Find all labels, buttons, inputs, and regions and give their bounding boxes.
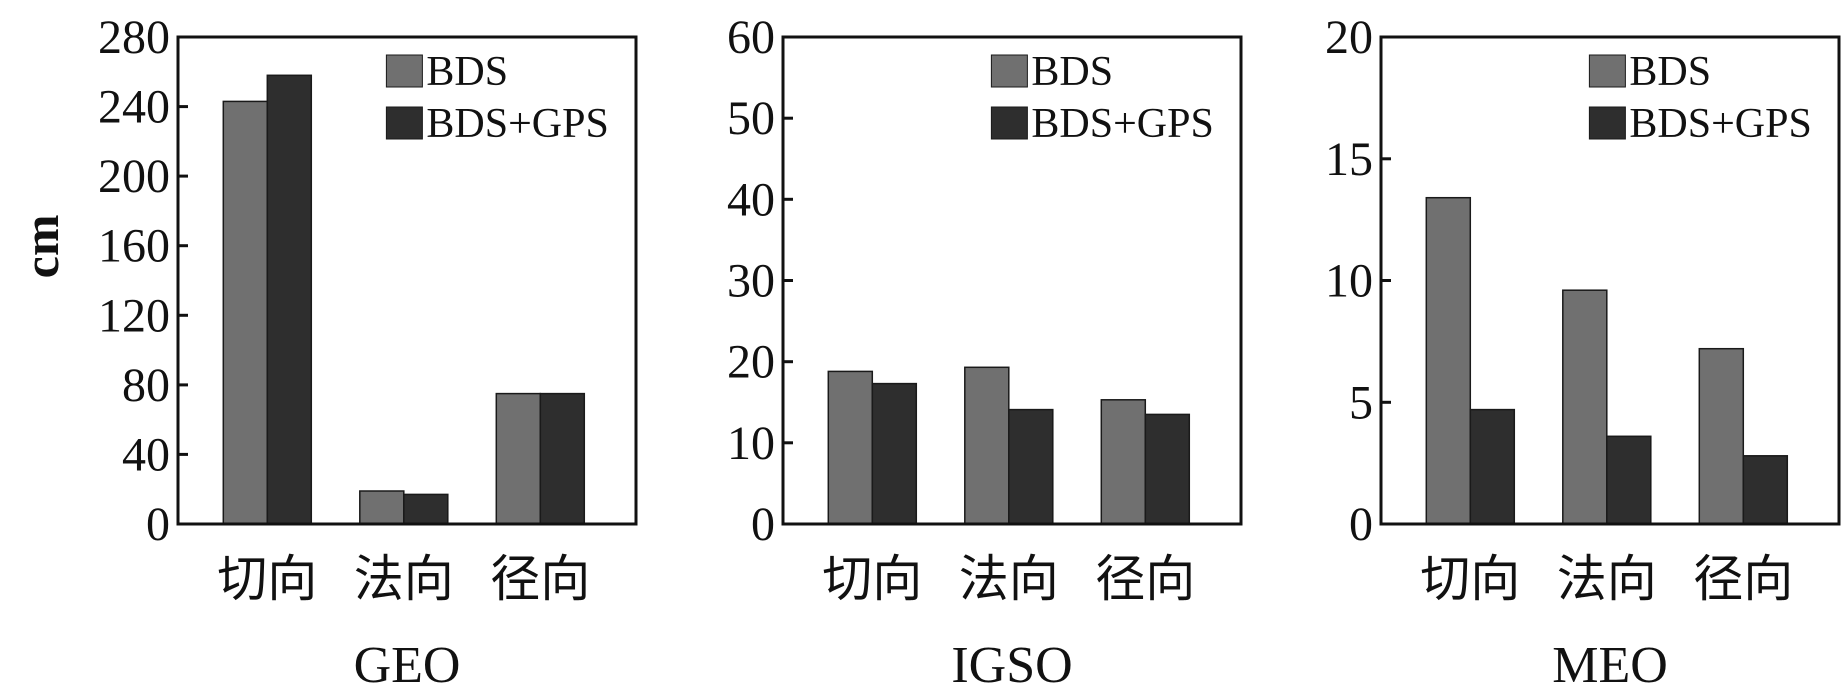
bar-bds-1 <box>1425 196 1472 525</box>
x-tick-label: 切向 <box>217 551 317 607</box>
y-tick-label: 160 <box>98 220 170 273</box>
y-tick-label: 50 <box>727 92 775 145</box>
legend-swatch-bdsgps <box>990 106 1028 140</box>
legend-swatch-bdsgps <box>385 106 423 140</box>
x-tick-label: 径向 <box>1693 551 1793 607</box>
panel-title: IGSO <box>951 637 1072 685</box>
legend-label: BDS+GPS <box>1031 101 1213 147</box>
x-tick-label: 切向 <box>1420 551 1520 607</box>
y-tick-label: 30 <box>727 255 775 308</box>
y-tick-label: 0 <box>1349 498 1373 551</box>
bar-bds-2 <box>964 366 1010 525</box>
panel-title: MEO <box>1552 637 1668 685</box>
bar-bds-2 <box>1562 289 1608 525</box>
bar-bdsgps-2 <box>1606 435 1652 525</box>
legend-swatch-bds <box>1588 54 1626 88</box>
bar-bds-3 <box>1698 347 1745 525</box>
chart-panel-igso: 切向 法向 径向 0 10 20 30 40 50 60 BDS BDS+GPS IGSO <box>727 11 1243 685</box>
x-tick-label: 径向 <box>490 551 590 607</box>
bar-bdsgps-1 <box>266 74 313 525</box>
x-tick-label: 法向 <box>354 551 454 607</box>
chart-panel-meo: 切向 法向 径向 0 5 10 15 20 BDS BDS+GPS MEO <box>1325 11 1841 685</box>
legend-swatch-bdsgps <box>1588 106 1626 140</box>
x-tick-label: 径向 <box>1095 551 1195 607</box>
y-tick-label: 40 <box>727 173 775 226</box>
bar-bdsgps-3 <box>1144 413 1191 525</box>
y-tick-label: 20 <box>727 336 775 389</box>
x-tick-label: 切向 <box>822 551 922 607</box>
legend-label: BDS <box>1629 49 1711 95</box>
bar-bds-3 <box>1100 399 1147 525</box>
y-tick-label: 280 <box>98 11 170 64</box>
y-axis-label: cm <box>13 214 69 278</box>
y-tick-label: 0 <box>751 498 775 551</box>
legend-swatch-bds <box>385 54 423 88</box>
y-tick-label: 5 <box>1349 376 1373 429</box>
y-tick-label: 15 <box>1325 133 1373 186</box>
bar-bdsgps-2 <box>403 493 449 525</box>
bar-bds-1 <box>827 370 874 525</box>
y-tick-label: 20 <box>1325 11 1373 64</box>
chart-panel-geo: 切向 法向 径向 0 40 80 120 160 200 240 280 BDS BDS+GPS GEO c… <box>13 11 638 685</box>
bar-bdsgps-3 <box>1742 455 1789 525</box>
legend-label: BDS <box>426 49 508 95</box>
panel-title: GEO <box>354 637 461 685</box>
x-tick-label: 法向 <box>959 551 1059 607</box>
y-tick-label: 200 <box>98 150 170 203</box>
y-tick-label: 120 <box>98 289 170 342</box>
bar-bds-2 <box>359 490 405 525</box>
legend-label: BDS <box>1031 49 1113 95</box>
legend-label: BDS+GPS <box>426 101 608 147</box>
legend-swatch-bds <box>990 54 1028 88</box>
bar-bds-3 <box>495 392 542 525</box>
y-tick-label: 10 <box>1325 255 1373 308</box>
y-tick-label: 80 <box>122 359 170 412</box>
bar-bdsgps-3 <box>539 392 586 525</box>
bar-bds-1 <box>222 100 269 525</box>
y-tick-label: 60 <box>727 11 775 64</box>
plot-frame <box>176 35 638 526</box>
y-tick-label: 0 <box>146 498 170 551</box>
x-tick-label: 法向 <box>1557 551 1657 607</box>
y-tick-label: 10 <box>727 417 775 470</box>
legend-label: BDS+GPS <box>1629 101 1811 147</box>
y-tick-label: 240 <box>98 81 170 134</box>
bar-bdsgps-1 <box>1469 408 1516 525</box>
bar-bdsgps-1 <box>871 382 918 525</box>
bar-bdsgps-2 <box>1008 408 1054 525</box>
y-tick-label: 40 <box>122 428 170 481</box>
